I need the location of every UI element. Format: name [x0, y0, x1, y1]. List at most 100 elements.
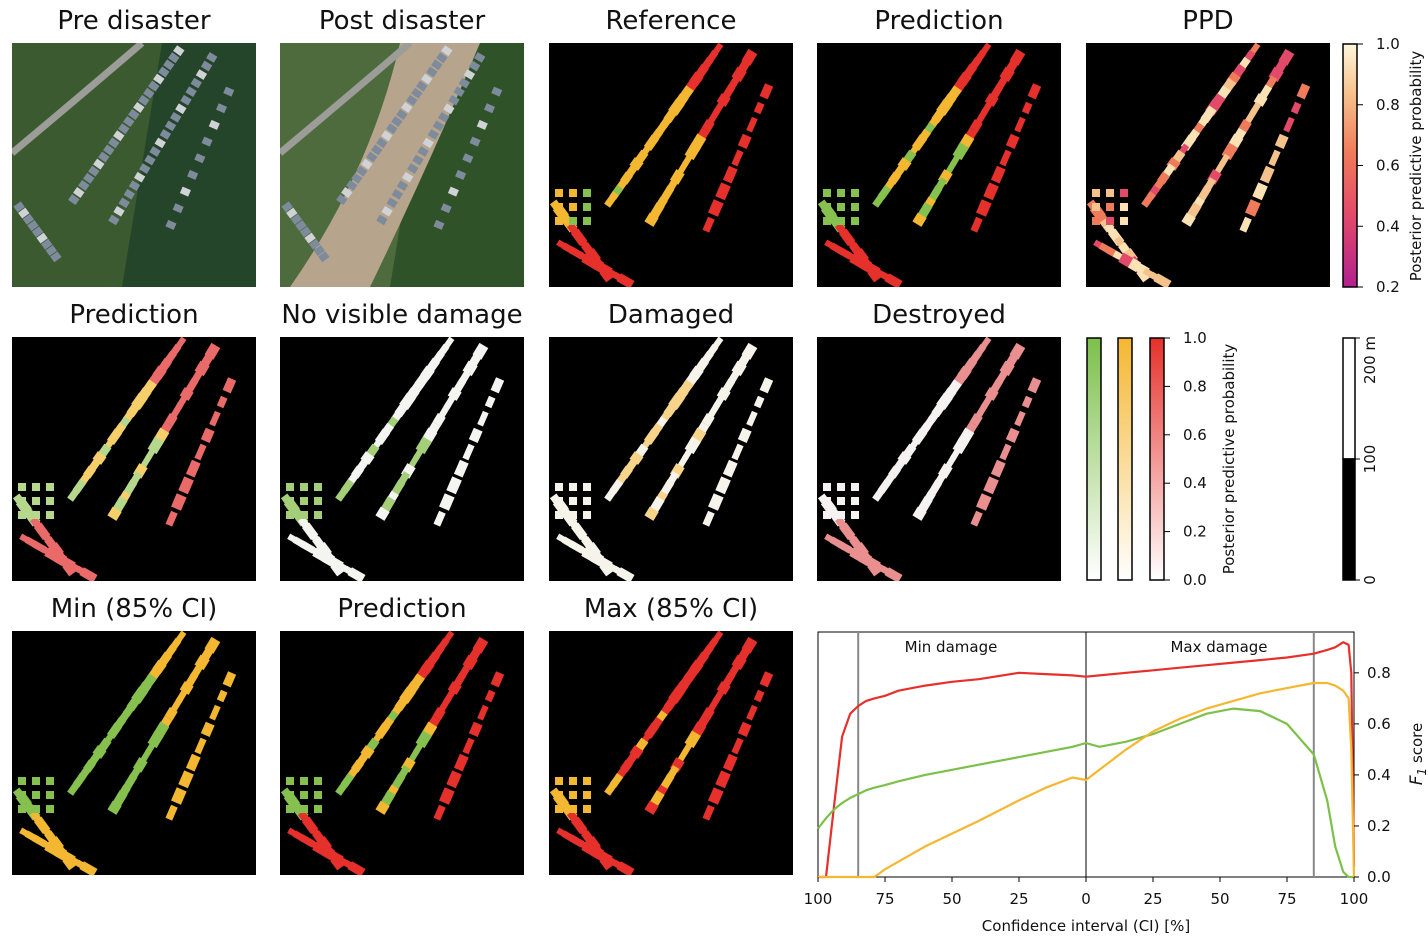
- max-ci-map: [549, 631, 793, 875]
- ppd-tick-label: 0.8: [1376, 96, 1400, 114]
- building-footprint: [590, 552, 605, 566]
- y-axis-label: F1 score: [1407, 723, 1428, 786]
- building-roof: [215, 103, 228, 114]
- building-footprint: [1141, 191, 1156, 208]
- building-footprint: [555, 497, 563, 505]
- building-footprint: [107, 800, 122, 815]
- building-footprint: [1239, 216, 1252, 233]
- building-footprint: [759, 83, 774, 100]
- y-tick-label: 0.4: [1367, 766, 1391, 784]
- building-roof: [88, 165, 100, 177]
- building-footprint: [194, 443, 207, 461]
- building-roof: [422, 137, 434, 149]
- panel-graphic: [280, 43, 524, 287]
- building-footprint: [1027, 377, 1042, 394]
- road: [12, 43, 145, 156]
- building-footprint: [708, 787, 724, 805]
- building-footprint: [983, 182, 999, 201]
- building-roof: [201, 136, 213, 147]
- building-footprint: [583, 217, 591, 225]
- class-tick-label: 0.8: [1183, 377, 1207, 395]
- building-footprint: [209, 704, 221, 721]
- building-footprint: [1120, 203, 1128, 211]
- panel-graphic: [549, 43, 793, 287]
- max-ci-title: Max (85% CI): [583, 594, 759, 624]
- ppd-colorbar: 1.0 0.8 0.6 0.4 0.2 Posterior predictive pro…: [1342, 35, 1425, 296]
- building-roof: [341, 187, 353, 198]
- ppd-map: [1086, 43, 1330, 287]
- building-footprint: [477, 410, 489, 427]
- building-roof: [123, 188, 135, 200]
- forest-area: [122, 43, 256, 287]
- building-roof: [40, 238, 53, 250]
- building-footprint: [1259, 84, 1273, 99]
- building-footprint: [490, 671, 505, 688]
- scale-tick-200m: 200 m: [1361, 336, 1379, 384]
- building-footprint: [1106, 203, 1114, 211]
- building-roof: [78, 179, 90, 191]
- building-footprint: [629, 157, 644, 171]
- building-footprint: [722, 672, 736, 687]
- building-footprint: [555, 777, 563, 785]
- building-footprint: [629, 745, 644, 759]
- class-colorbar-label: Posterior predictive probability: [1220, 344, 1238, 575]
- prediction-mid-title: Prediction: [69, 300, 199, 330]
- building-roof: [83, 172, 95, 184]
- building-roof: [483, 103, 496, 114]
- building-roof: [366, 151, 378, 163]
- building-roof: [139, 163, 151, 174]
- building-roof: [31, 226, 44, 238]
- building-footprint: [604, 779, 619, 796]
- ppd-title: PPD: [1182, 6, 1234, 36]
- building-footprint: [46, 777, 54, 785]
- building-footprint: [583, 777, 591, 785]
- building-roof: [164, 120, 177, 132]
- building-footprint: [569, 777, 577, 785]
- building-roof: [421, 73, 433, 85]
- building-footprint: [837, 497, 845, 505]
- building-footprint: [583, 189, 591, 197]
- building-footprint: [616, 273, 635, 287]
- building-roof: [50, 251, 62, 263]
- building-roof: [453, 86, 465, 97]
- building-footprint: [715, 182, 731, 201]
- building-roof: [376, 137, 388, 149]
- building-footprint: [722, 378, 736, 393]
- building-footprint: [1245, 199, 1261, 217]
- building-footprint: [18, 805, 26, 813]
- building-footprint: [851, 189, 859, 197]
- building-footprint: [433, 804, 446, 821]
- ppd-tick-label: 0.2: [1376, 278, 1400, 296]
- building-footprint: [18, 497, 26, 505]
- building-roof: [474, 52, 486, 63]
- building-footprint: [851, 203, 859, 211]
- building-footprint: [18, 483, 26, 491]
- building-footprint: [731, 149, 744, 167]
- x-tick-label: 25: [1009, 890, 1028, 908]
- building-roof: [440, 203, 452, 214]
- building-footprint: [851, 483, 859, 491]
- building-roof: [144, 154, 156, 166]
- building-footprint: [583, 497, 591, 505]
- building-footprint: [216, 689, 228, 703]
- building-footprint: [439, 493, 455, 511]
- building-footprint: [286, 777, 294, 785]
- y-tick-label: 0.8: [1367, 664, 1391, 682]
- building-footprint: [858, 258, 873, 272]
- building-footprint: [1005, 133, 1020, 149]
- building-footprint: [555, 189, 563, 197]
- building-footprint: [314, 791, 322, 799]
- building-roof: [391, 116, 403, 128]
- building-roof: [123, 116, 135, 128]
- building-footprint: [92, 451, 107, 465]
- building-footprint: [335, 485, 350, 502]
- building-footprint: [569, 497, 577, 505]
- reference-map: [549, 43, 793, 287]
- building-footprint: [823, 217, 831, 225]
- building-roof: [455, 169, 467, 180]
- building-footprint: [897, 451, 912, 465]
- building-footprint: [837, 483, 845, 491]
- building-roof: [113, 206, 125, 217]
- building-footprint: [737, 721, 752, 737]
- building-footprint: [32, 511, 40, 519]
